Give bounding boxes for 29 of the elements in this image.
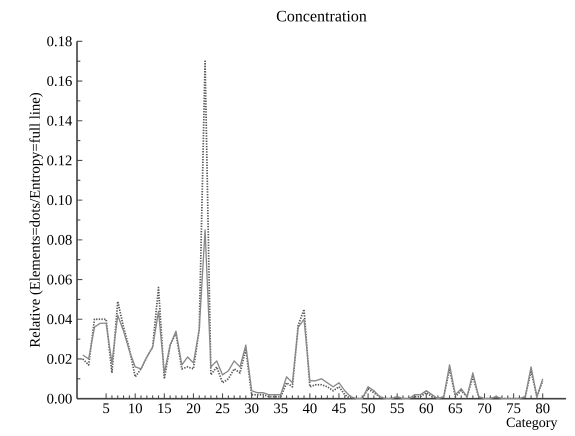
x-tick-label: 55	[390, 403, 404, 414]
y-tick-label: 0.04	[47, 314, 72, 324]
y-tick-label: 0.06	[47, 274, 72, 285]
x-tick-label: 25	[216, 403, 230, 414]
x-tick-label: 60	[420, 403, 434, 414]
x-tick-label: 35	[274, 403, 288, 414]
y-tick-label: 0.08	[47, 234, 72, 245]
x-tick-label: 5	[103, 403, 110, 414]
x-tick-label: 65	[448, 403, 462, 414]
x-tick-label: 40	[302, 403, 317, 414]
y-tick-label: 0.10	[47, 195, 72, 206]
y-tick-label: 0.18	[47, 36, 72, 46]
x-tick-label: 10	[129, 403, 142, 414]
x-tick-label: 70	[478, 403, 492, 414]
y-tick-label: 0.00	[47, 394, 72, 404]
y-tick-label: 0.02	[47, 354, 72, 364]
x-tick-label: 50	[362, 403, 375, 414]
y-tick-label: 0.12	[47, 155, 72, 166]
chart-title: Concentration	[276, 10, 367, 22]
x-tick-label: 20	[186, 403, 200, 414]
x-tick-label: 30	[245, 403, 258, 414]
x-tick-label: 45	[332, 403, 346, 414]
y-tick-label: 0.14	[47, 116, 72, 126]
x-tick-label: 15	[158, 403, 172, 414]
x-axis-title: Category	[506, 418, 558, 430]
x-tick-label: 75	[507, 403, 520, 414]
x-tick-label: 80	[536, 403, 550, 414]
y-axis-title: Relative (Elements=dots/Entropy=full line)	[29, 92, 43, 348]
y-tick-label: 0.16	[47, 76, 72, 86]
